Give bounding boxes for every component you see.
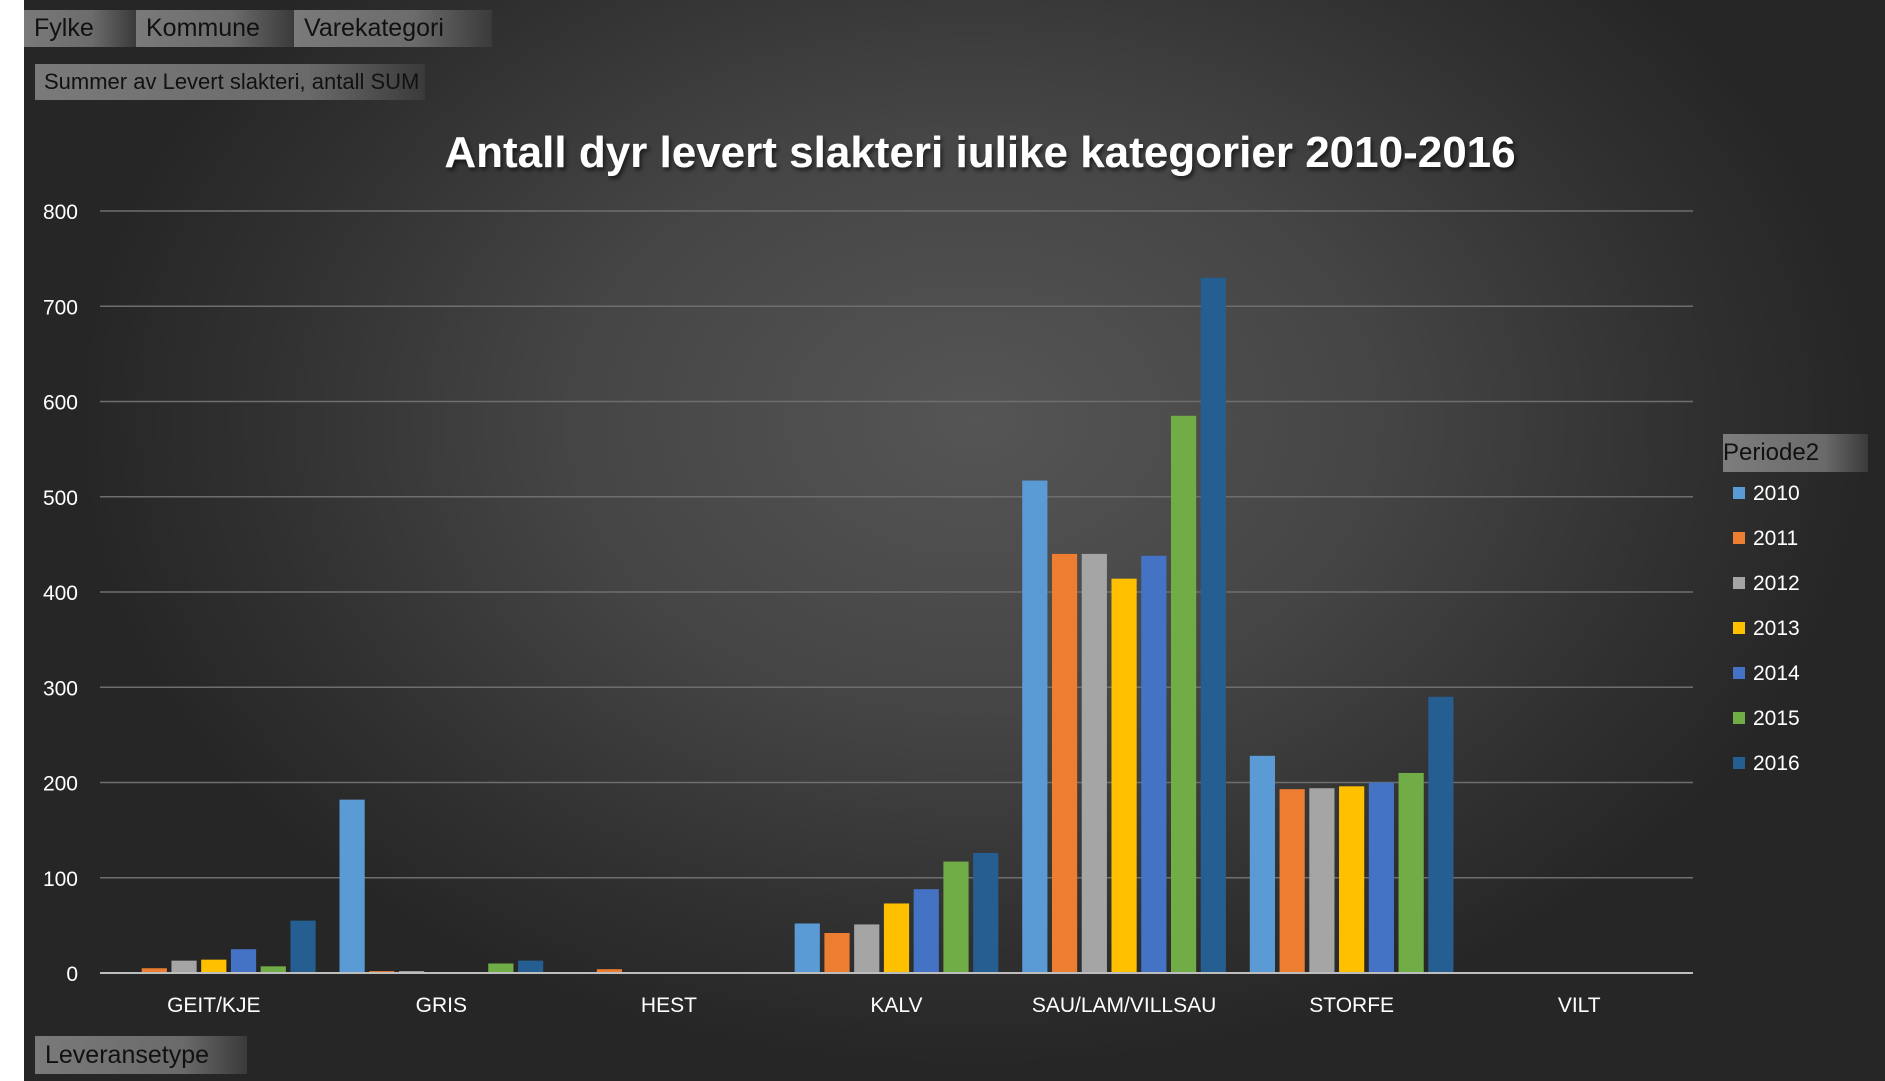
bar-2016-sau-lam-villsau [1200,277,1226,973]
legend-title-button[interactable]: Periode2 [1723,434,1868,472]
bar-2010-kalv [794,923,820,973]
y-tick-label: 200 [43,773,78,796]
bar-2016-storfe [1428,696,1454,973]
chart-title: Antall dyr levert slakteri iulike katego… [444,128,1515,177]
x-tick-label: STORFE [1309,994,1394,1017]
legend-swatch-2011 [1733,532,1745,544]
filter-label-kommune: Kommune [146,14,260,42]
bar-2011-geit-kje [141,968,167,973]
bar-2010-gris [339,799,365,973]
filter-label-fylke: Fylke [34,14,94,42]
bar-2013-sau-lam-villsau [1111,578,1137,973]
legend-label-2011: 2011 [1753,527,1798,550]
legend-swatch-2012 [1733,577,1745,589]
axis-field-button[interactable]: Leveransetype [35,1036,247,1074]
bar-2011-hest [596,969,623,973]
legend-label-2010: 2010 [1753,482,1800,505]
legend-label-2013: 2013 [1753,617,1800,640]
y-tick-label: 300 [43,677,78,700]
legend-swatch-2015 [1733,712,1745,724]
bar-2012-geit-kje [171,960,197,973]
legend-swatch-2013 [1733,622,1745,634]
legend-label-2016: 2016 [1753,752,1800,775]
bar-2015-kalv [943,861,969,973]
bar-2012-storfe [1309,788,1335,973]
legend-title-label: Periode2 [1723,439,1820,466]
bar-2015-gris [488,963,514,973]
legend-swatch-2010 [1733,487,1745,499]
values-field-button[interactable]: Summer av Levert slakteri, antall SUM [35,64,426,100]
bar-2013-kalv [883,903,910,973]
bar-2014-storfe [1368,782,1394,973]
bar-2015-storfe [1398,772,1424,973]
legend-label-2014: 2014 [1753,662,1800,685]
x-tick-label: GEIT/KJE [167,994,260,1017]
bar-2016-kalv [973,852,999,973]
filter-button-kommune[interactable]: Kommune [136,10,294,47]
values-field-label: Summer av Levert slakteri, antall SUM [44,69,420,94]
legend-swatch-2016 [1733,757,1745,769]
bar-2010-storfe [1249,755,1275,973]
y-tick-label: 600 [43,392,78,415]
bar-2013-geit-kje [201,959,227,973]
bar-2011-storfe [1279,789,1305,973]
bar-2014-geit-kje [230,949,257,973]
bar-2010-sau-lam-villsau [1022,480,1048,973]
y-tick-label: 500 [43,487,78,510]
x-tick-label: HEST [641,994,697,1017]
x-tick-label: SAU/LAM/VILLSAU [1032,994,1216,1017]
y-tick-label: 800 [43,201,78,224]
legend-label-2015: 2015 [1753,707,1800,730]
legend-swatch-2014 [1733,667,1745,679]
bar-2014-sau-lam-villsau [1141,555,1167,973]
bar-2012-sau-lam-villsau [1081,553,1107,973]
bar-2013-storfe [1339,786,1365,973]
y-tick-label: 700 [43,296,78,319]
filter-button-fylke[interactable]: Fylke [24,10,136,47]
y-tick-label: 0 [66,963,78,986]
bar-2016-geit-kje [290,920,316,973]
x-tick-label: GRIS [416,994,467,1017]
bar-2011-kalv [824,932,850,973]
y-tick-label: 400 [43,582,78,605]
bar-2011-sau-lam-villsau [1051,553,1078,973]
x-tick-label: KALV [870,994,922,1017]
bar-2014-kalv [913,889,939,973]
bar-2015-geit-kje [260,966,286,973]
bar-2016-gris [518,960,544,973]
x-tick-label: VILT [1558,994,1601,1017]
y-tick-label: 100 [43,868,78,891]
filter-label-varekategori: Varekategori [304,14,444,42]
axis-field-label: Leveransetype [45,1041,210,1069]
bar-2015-sau-lam-villsau [1170,415,1197,974]
filter-button-varekategori[interactable]: Varekategori [294,10,492,47]
legend-label-2012: 2012 [1753,572,1800,595]
bar-2012-kalv [854,924,880,973]
